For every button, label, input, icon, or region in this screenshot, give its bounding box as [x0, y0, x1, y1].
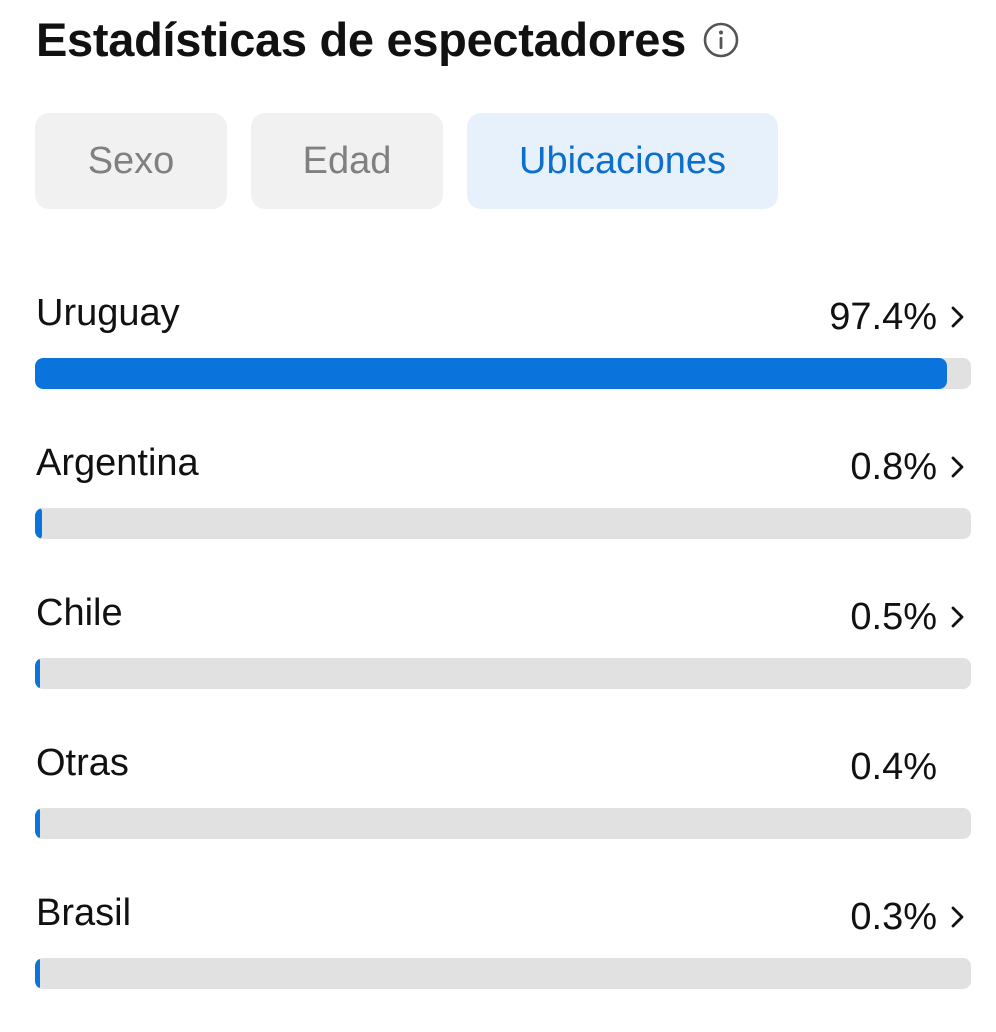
location-row-argentina[interactable]: Argentina 0.8%: [35, 432, 971, 582]
progress-fill: [35, 658, 40, 689]
tab-bar: Sexo Edad Ubicaciones: [35, 113, 778, 209]
location-percent: 0.3%: [850, 895, 937, 938]
progress-track: [35, 958, 971, 989]
progress-fill: [35, 508, 43, 539]
progress-track: [35, 508, 971, 539]
location-row-brasil[interactable]: Brasil 0.3%: [35, 882, 971, 1032]
progress-track: [35, 658, 971, 689]
chevron-right-icon[interactable]: [945, 304, 971, 330]
chevron-right-icon[interactable]: [945, 904, 971, 930]
location-percent: 0.5%: [850, 595, 937, 638]
location-row-chile[interactable]: Chile 0.5%: [35, 582, 971, 732]
page-title: Estadísticas de espectadores: [36, 13, 686, 66]
progress-fill: [35, 958, 40, 989]
chevron-right-icon[interactable]: [945, 454, 971, 480]
header: Estadísticas de espectadores: [36, 12, 740, 67]
location-row-uruguay[interactable]: Uruguay 97.4%: [35, 282, 971, 432]
location-percent: 0.8%: [850, 445, 937, 488]
progress-fill: [35, 358, 947, 389]
tab-edad[interactable]: Edad: [251, 113, 443, 209]
chevron-right-icon[interactable]: [945, 604, 971, 630]
tab-ubicaciones[interactable]: Ubicaciones: [467, 113, 778, 209]
location-name: Chile: [36, 592, 123, 634]
location-name: Uruguay: [36, 292, 180, 334]
location-percent: 0.4%: [850, 745, 937, 788]
location-name: Argentina: [36, 442, 199, 484]
tab-sexo[interactable]: Sexo: [35, 113, 227, 209]
location-row-otras: Otras 0.4%: [35, 732, 971, 882]
progress-track: [35, 358, 971, 389]
locations-list: Uruguay 97.4% Argentina 0.8% Chile 0.5%: [35, 282, 971, 1032]
location-name: Otras: [36, 742, 129, 784]
info-icon[interactable]: [702, 21, 740, 59]
progress-fill: [35, 808, 40, 839]
location-percent: 97.4%: [829, 295, 937, 338]
chevron-spacer: [945, 754, 971, 780]
location-name: Brasil: [36, 892, 132, 934]
progress-track: [35, 808, 971, 839]
